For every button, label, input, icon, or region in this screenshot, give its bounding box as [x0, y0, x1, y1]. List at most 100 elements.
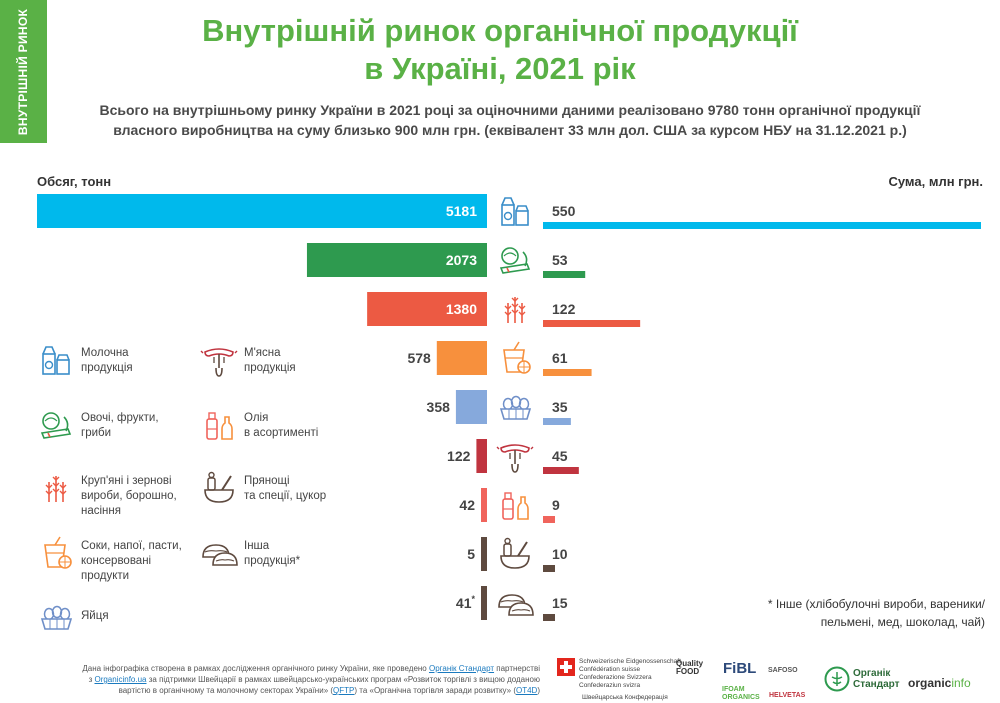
right-axis-label: Сума, млн грн.: [888, 174, 983, 189]
left-value-label-3: 578: [407, 350, 431, 366]
legend-item-3: Олія в асортименті: [200, 405, 318, 445]
left-bar-0: [37, 194, 487, 228]
footnote-line1: * Інше (хлібобулочні вироби, вареники/: [767, 597, 985, 611]
legend-label: Олія в асортименті: [244, 405, 318, 441]
legend-label-line: продукція: [244, 362, 296, 374]
dumplings-icon: [498, 594, 534, 616]
spices-icon: [204, 471, 234, 503]
organicinfo-link[interactable]: Organicinfo.ua: [94, 675, 147, 684]
right-value-label-4: 35: [552, 399, 568, 415]
legend-label-line: Яйця: [81, 610, 109, 622]
footnote-line2: пельмені, мед, шоколад, чай): [820, 615, 985, 629]
vegetables-icon: [500, 247, 530, 274]
legend-item-8: Яйця: [37, 597, 109, 637]
legend-label-line: Овочі, фрукти,: [81, 412, 159, 424]
right-bar-7: [543, 565, 555, 572]
subtitle-line1: Всього на внутрішньому ринку України в 2…: [99, 102, 921, 118]
legend-item-4: Круп'яні і зернові вироби, борошно, насінн…: [37, 468, 177, 519]
footer-text-3: з: [88, 675, 95, 684]
legend-label-line: продукти: [81, 570, 130, 582]
organic-standard-link[interactable]: Органік Стандарт: [428, 664, 495, 673]
legend-label-line: Інша: [244, 540, 270, 552]
right-value-label-7: 10: [552, 546, 568, 562]
right-value-label-3: 61: [552, 350, 568, 366]
right-bar-1: [543, 271, 586, 278]
left-value-label-4: 358: [427, 399, 451, 415]
footer-text-7: ): [537, 686, 540, 695]
left-value-label-8: 41*: [456, 594, 476, 611]
legend-item-2: Овочі, фрукти, гриби: [37, 405, 159, 445]
subtitle: Всього на внутрішньому ринку України в 2…: [80, 100, 940, 140]
subtitle-line2: власного виробництва на суму близько 900…: [113, 122, 907, 138]
grain-icon: [45, 475, 67, 503]
legend-label-line: консервовані: [81, 555, 152, 567]
legend-label-line: та спеції, цукор: [244, 490, 327, 502]
left-bar-1: [306, 243, 487, 277]
milk-icon: [42, 346, 70, 375]
left-bar-5: [476, 439, 487, 473]
left-axis-label: Обсяг, тонн: [37, 174, 112, 189]
meat-icon: [496, 444, 534, 473]
spices-icon: [500, 537, 530, 569]
helvetas-logo: HELVETAS: [769, 692, 806, 699]
ot4d-link[interactable]: OT4D: [515, 686, 538, 695]
left-bar-7: [481, 537, 487, 571]
footnote: * Інше (хлібобулочні вироби, вареники/ п…: [700, 595, 985, 631]
eggs-icon: [41, 605, 72, 630]
legend-label-line: Соки, напої, пасти,: [81, 540, 182, 552]
oil-icon: [206, 412, 233, 440]
page-title-line2: в Україні, 2021 рік: [364, 51, 636, 86]
right-bar-6: [543, 516, 555, 523]
legend-label-line: насіння: [81, 505, 121, 517]
legend-item-0: Молочна продукція: [37, 340, 133, 380]
left-bar-6: [481, 488, 487, 522]
legend-label: Овочі, фрукти, гриби: [81, 405, 159, 441]
right-bar-4: [543, 418, 571, 425]
legend-label-line: М'ясна: [244, 347, 281, 359]
footer-text-6: ) та «Органічна торгівля заради розвитку…: [354, 686, 516, 695]
right-value-label-2: 122: [552, 301, 576, 317]
footer-text-4: за підтримки Швейцарії в рамках швейцарс…: [146, 675, 540, 684]
right-value-label-1: 53: [552, 252, 568, 268]
dumplings-icon: [202, 544, 238, 566]
page-title: Внутрішній ринок органічної продукції: [202, 13, 798, 48]
oil-icon: [502, 492, 529, 520]
left-bar-4: [455, 390, 487, 424]
left-value-label-2: 1380: [446, 301, 477, 317]
legend-label-line: Молочна: [81, 347, 129, 359]
legend-label-line: гриби: [81, 427, 112, 439]
right-bar-8: [543, 614, 555, 621]
legend-item-7: Інша продукція*: [200, 533, 300, 573]
legend-label: М'ясна продукція: [244, 340, 296, 376]
side-tab: ВНУТРІШНІЙ РИНОК: [0, 0, 47, 143]
right-value-label-0: 550: [552, 203, 576, 219]
organicinfo-logo: organicinfo: [908, 676, 971, 690]
legend-label-line: продукція*: [244, 555, 301, 567]
legend-label-line: в асортименті: [244, 427, 319, 439]
legend-label-line: Прянощі: [244, 475, 290, 487]
meat-icon: [200, 348, 238, 377]
footer-credits: Дана інфографіка створена в рамках дослі…: [30, 663, 540, 696]
right-bar-5: [543, 467, 579, 474]
quality-food-logo: Quality FOOD: [676, 659, 704, 676]
safoso-logo: SAFOSO: [768, 667, 798, 674]
juice-icon: [44, 536, 72, 569]
right-bar-3: [543, 369, 592, 376]
legend-label: Яйця: [81, 597, 109, 624]
qftp-link[interactable]: QFTP: [333, 686, 355, 695]
left-value-label-5: 122: [447, 448, 471, 464]
right-value-label-6: 9: [552, 497, 560, 513]
legend-label: Молочна продукція: [81, 340, 133, 376]
grain-icon: [504, 296, 526, 324]
organic-standard-logo: Органік Стандарт: [853, 668, 900, 690]
vegetables-icon: [41, 412, 71, 439]
organic-standard-emblem: [824, 666, 850, 692]
ifoam-logo: IFOAM ORGANICS: [722, 686, 760, 701]
right-value-label-5: 45: [552, 448, 568, 464]
eggs-icon: [500, 395, 531, 420]
swiss-confederation-ua: Швейцарська Конфедерація: [582, 694, 668, 701]
footer-text-1: Дана інфографіка створена в рамках дослі…: [82, 664, 429, 673]
legend-label: Круп'яні і зернові вироби, борошно, насінн…: [81, 468, 177, 519]
left-value-label-0: 5181: [446, 203, 477, 219]
legend-item-5: Прянощі та спеції, цукор: [200, 468, 326, 508]
